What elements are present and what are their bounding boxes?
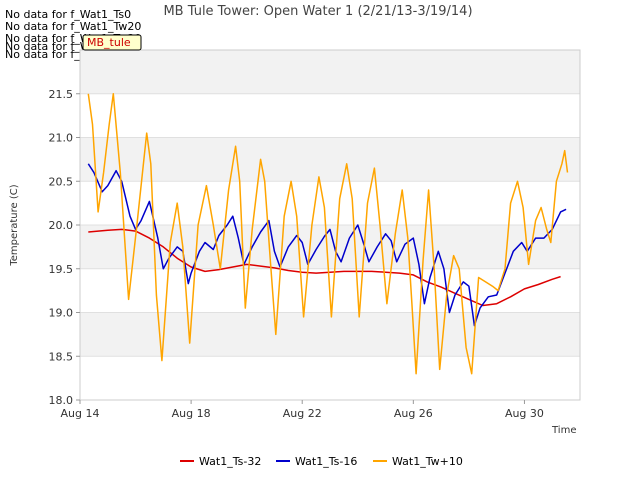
y-tick-label: 19.5 xyxy=(49,263,74,276)
y-tick-label: 18.5 xyxy=(49,350,74,363)
y-tick-label: 20.0 xyxy=(49,219,74,232)
legend: Wat1_Ts-32 Wat1_Ts-16 Wat1_Tw+10 xyxy=(180,455,463,468)
y-tick-label: 21.0 xyxy=(49,132,74,145)
x-tick-label: Aug 30 xyxy=(505,407,544,420)
chart-title: MB Tule Tower: Open Water 1 (2/21/13-3/1… xyxy=(163,4,472,19)
background-band xyxy=(80,50,580,94)
y-tick-label: 19.0 xyxy=(49,307,74,320)
y-axis-label: Temperature (C) xyxy=(9,184,20,266)
site-badge-label: MB_tule xyxy=(87,36,131,49)
y-tick-label: 20.5 xyxy=(49,175,74,188)
x-axis-ticks: Aug 14 Aug 18 Aug 22 Aug 26 Aug 30 xyxy=(61,400,544,420)
site-badge-box xyxy=(82,34,142,51)
site-badge: MB_tule xyxy=(82,34,142,51)
x-tick-label: Aug 18 xyxy=(172,407,211,420)
legend-item: Wat1_Ts-16 xyxy=(276,455,357,468)
series-line-Wat1_Tw+10 xyxy=(87,93,569,375)
x-tick-label: Aug 14 xyxy=(61,407,100,420)
background-band xyxy=(80,312,580,357)
background-band xyxy=(80,137,580,182)
x-tick-label: Aug 26 xyxy=(394,407,433,420)
legend-label: Wat1_Tw+10 xyxy=(392,455,463,468)
no-data-message: No data for f_Wat1_Ts0 xyxy=(5,8,132,21)
legend-item: Wat1_Tw+10 xyxy=(373,455,463,468)
x-tick-label: Aug 22 xyxy=(283,407,322,420)
y-axis-ticks: 18.0 18.5 19.0 19.5 20.0 20.5 21.0 21.5 xyxy=(49,88,80,407)
series-layer xyxy=(87,93,569,375)
no-data-message: No data for f_Wat1_Tw20 xyxy=(5,20,142,33)
legend-label: Wat1_Ts-32 xyxy=(199,455,261,468)
legend-item: Wat1_Ts-32 xyxy=(180,455,261,468)
y-tick-label: 18.0 xyxy=(49,394,74,407)
x-axis-label: Time xyxy=(551,425,576,436)
y-tick-label: 21.5 xyxy=(49,88,74,101)
legend-label: Wat1_Ts-16 xyxy=(295,455,357,468)
